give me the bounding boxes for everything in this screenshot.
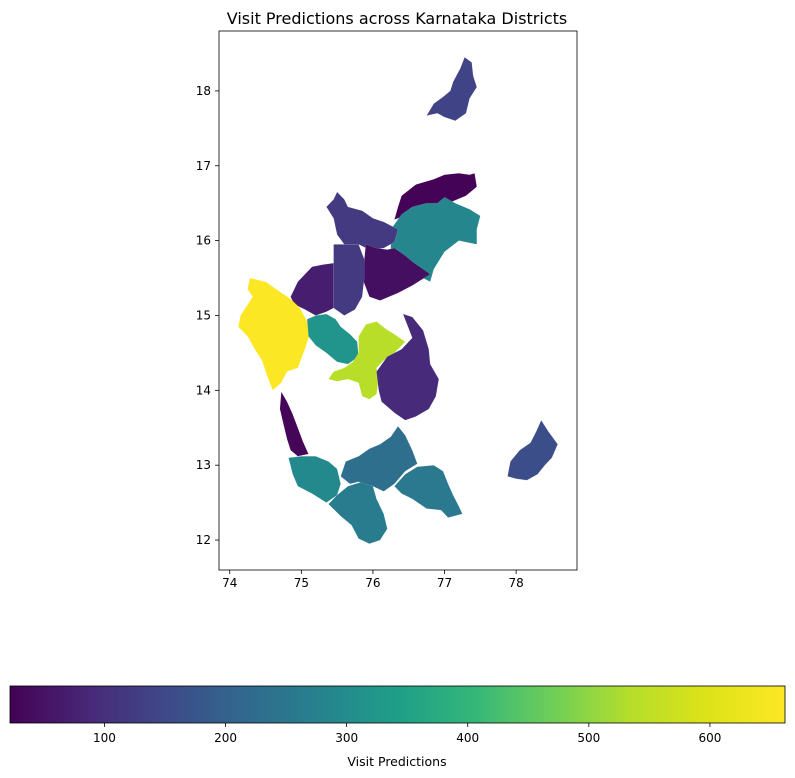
- colorbar: [10, 686, 785, 723]
- y-tick-label: 17: [196, 159, 211, 173]
- district-region-1: [426, 56, 478, 122]
- y-axis: 12 13 14 15 16 17 18: [196, 84, 219, 547]
- district-region-17: [507, 419, 558, 481]
- district-region-5: [361, 244, 431, 301]
- colorbar-tick-label: 400: [456, 731, 479, 745]
- x-tick-label: 76: [365, 576, 380, 590]
- district-region-13: [288, 456, 341, 503]
- map-title: Visit Predictions across Karnataka Distr…: [227, 9, 567, 28]
- y-tick-label: 16: [196, 234, 211, 248]
- district-region-7: [290, 262, 334, 316]
- colorbar-tick-label: 200: [214, 731, 237, 745]
- district-region-4: [326, 191, 399, 250]
- x-axis: 74 75 76 77 78: [222, 570, 524, 590]
- y-tick-label: 12: [196, 533, 211, 547]
- colorbar-tick-label: 500: [577, 731, 600, 745]
- colorbar-frame: [9, 685, 786, 724]
- x-tick-label: 77: [437, 576, 452, 590]
- y-tick-label: 18: [196, 84, 211, 98]
- x-tick-label: 78: [508, 576, 523, 590]
- colorbar-tick-label: 100: [93, 731, 116, 745]
- colorbar-ticks: 100 200 300 400 500 600: [93, 723, 721, 745]
- y-tick-label: 14: [196, 383, 211, 397]
- district-region-10: [328, 321, 406, 400]
- y-tick-label: 13: [196, 458, 211, 472]
- colorbar-tick-label: 300: [335, 731, 358, 745]
- x-tick-label: 74: [222, 576, 237, 590]
- district-region-15: [340, 425, 418, 492]
- district-regions: [238, 56, 558, 545]
- x-tick-label: 75: [294, 576, 309, 590]
- colorbar-tick-label: 600: [698, 731, 721, 745]
- district-region-12: [279, 391, 309, 457]
- district-region-16: [394, 464, 463, 518]
- district-region-8: [238, 277, 311, 391]
- district-region-6: [333, 244, 365, 316]
- district-region-14: [328, 481, 388, 545]
- map-frame: [218, 30, 578, 571]
- district-region-9: [306, 313, 359, 365]
- district-region-11: [376, 313, 440, 421]
- colorbar-label: Visit Predictions: [347, 754, 446, 769]
- y-tick-label: 15: [196, 308, 211, 322]
